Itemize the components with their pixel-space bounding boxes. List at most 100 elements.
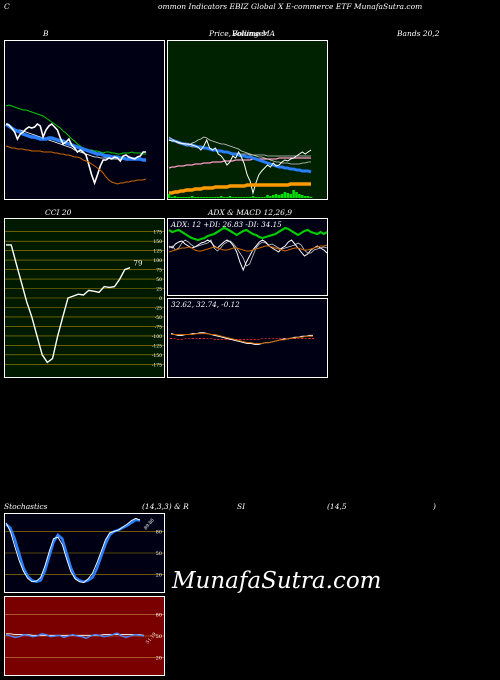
macd-histogram-bar	[290, 338, 293, 339]
bollinger-series-line	[5, 145, 147, 185]
label-ma: MA	[262, 29, 276, 38]
macd-histogram-bar	[260, 338, 264, 339]
macd-histogram-bar	[249, 339, 253, 340]
label-adx-macd: ADX & MACD 12,26,9	[208, 208, 293, 217]
volume-bar	[274, 194, 278, 198]
label-si: SI	[237, 502, 246, 511]
macd-histogram-bar	[220, 339, 224, 340]
adx-values-label: ADX: 12 +DI: 26.83 -DI: 34.15	[170, 220, 282, 229]
volume-bar	[280, 194, 284, 198]
macd-histogram-bar	[304, 338, 307, 339]
macd-histogram-bar	[206, 338, 209, 339]
macd-histogram-bar	[173, 338, 176, 339]
volume-bar	[176, 197, 179, 198]
panel-bg	[167, 298, 328, 378]
volume-bar	[182, 197, 185, 198]
volume-bar	[196, 197, 200, 198]
tick-label: 50	[156, 277, 162, 283]
tick-label: -150	[152, 353, 162, 359]
price-series-line	[168, 157, 311, 169]
volume-bar	[188, 197, 191, 198]
adx-series-line	[168, 239, 328, 272]
macd-histogram-bar	[180, 339, 184, 340]
label-stochastics: Stochastics	[4, 502, 48, 511]
panel-bg	[167, 40, 328, 200]
tick-label: 80	[156, 612, 162, 618]
volume-bar	[263, 197, 266, 198]
macd-histogram-bar	[308, 338, 311, 339]
volume-bar	[214, 197, 217, 198]
adx-series-line	[168, 244, 328, 253]
macd-histogram-bar	[300, 338, 304, 339]
cci-chart: 175 150 125 100 75 50 25 0 -25 -50 -75 -100 -125 -150…	[4, 218, 165, 378]
stoch-d-line	[5, 517, 141, 583]
volume-bar	[231, 197, 235, 198]
tick-label: 175	[153, 230, 162, 236]
macd-values-label: 32.62, 32.74, -0.12	[171, 300, 240, 309]
macd-histogram-bar	[217, 339, 220, 340]
volume-bar	[251, 196, 255, 198]
panel-bg	[4, 40, 165, 200]
page-title: ommon Indicators EBIZ Global X E-commerc…	[158, 2, 423, 11]
macd-histogram-bar	[275, 338, 278, 339]
volume-bar	[167, 194, 171, 198]
tick-label: 20	[156, 573, 162, 579]
tick-label: -50	[155, 315, 162, 321]
label-volume: Volume	[232, 29, 261, 38]
volume-bar	[240, 197, 243, 198]
macd-histogram-bar	[311, 338, 315, 339]
tick-label: -75	[155, 324, 162, 330]
volume-bar	[199, 197, 203, 198]
volume-bar	[248, 197, 252, 198]
volume-bar	[260, 197, 263, 198]
macd-histogram-bar	[184, 338, 187, 339]
macd-histogram-bar	[202, 338, 205, 339]
volume-bar	[237, 197, 240, 198]
volume-bar	[243, 197, 246, 198]
volume-bar	[179, 197, 182, 198]
volume-bar	[254, 197, 258, 198]
volume-bar	[277, 195, 281, 198]
volume-bar	[205, 197, 208, 198]
volume-bar	[185, 197, 188, 198]
tick-label: 75	[156, 268, 162, 274]
bollinger-chart	[4, 40, 165, 200]
bollinger-series-line	[5, 122, 146, 186]
tick-label: -25	[155, 306, 162, 312]
volume-bar	[202, 197, 206, 198]
volume-bar	[211, 197, 214, 198]
tick-label: 100	[153, 258, 162, 264]
macd-histogram-bar	[191, 338, 194, 339]
watermark: MunafaSutra.com	[172, 568, 382, 594]
tick-label: 125	[153, 249, 162, 255]
macd-histogram-bar	[246, 339, 249, 340]
tick-label: -175	[152, 362, 162, 368]
adx-chart: ADX: 12 +DI: 26.83 -DI: 34.15	[167, 218, 328, 296]
macd-series-line	[171, 333, 313, 344]
macd-histogram-bar	[257, 339, 260, 340]
volume-bar	[245, 197, 249, 198]
tick-label: 50	[156, 634, 162, 640]
volume-bar	[190, 196, 194, 198]
volume-bar	[272, 195, 275, 198]
tick-label: -100	[152, 334, 162, 340]
tick-label: 20	[156, 656, 162, 662]
cci-value-label: 79	[134, 260, 143, 268]
header-c: C	[4, 2, 10, 11]
macd-histogram-bar	[213, 339, 216, 340]
macd-histogram-bar	[239, 339, 242, 340]
volume-bar	[289, 194, 292, 198]
volume-bar	[295, 192, 298, 198]
label-cci: CCI 20	[45, 208, 72, 217]
volume-bar	[266, 195, 269, 198]
macd-histogram-bar	[297, 338, 300, 339]
volume-bar	[269, 196, 272, 198]
volume-bar	[309, 197, 313, 198]
tick-label: 0	[159, 296, 162, 302]
tick-label: 25	[156, 287, 162, 293]
volume-bar	[228, 196, 232, 198]
macd-histogram-bar	[279, 338, 282, 339]
adx-series-line	[168, 226, 328, 242]
volume-bar	[306, 196, 310, 198]
volume-bar	[173, 196, 177, 198]
